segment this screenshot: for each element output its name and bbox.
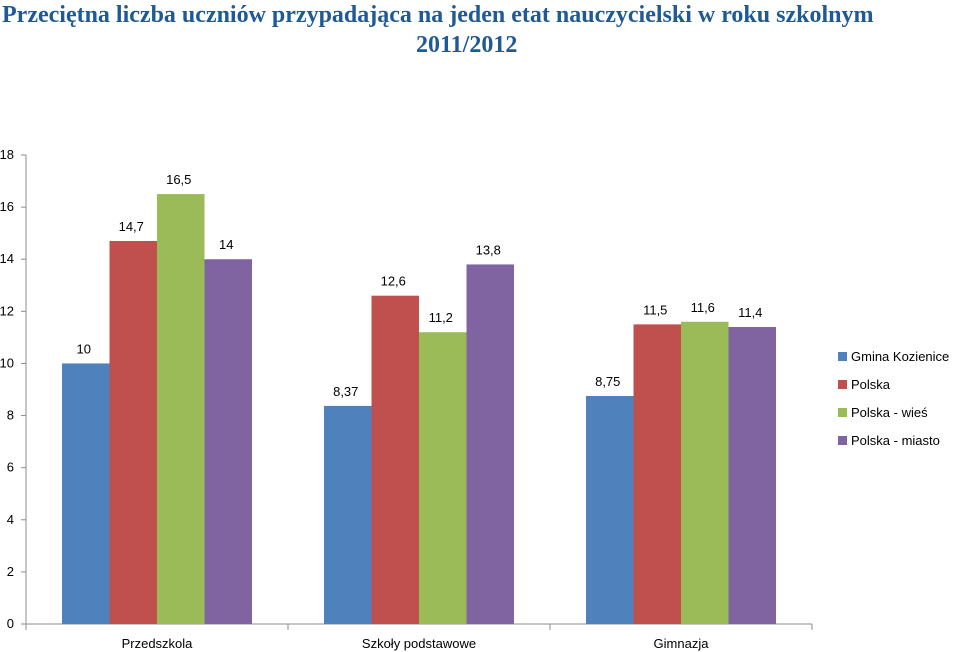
bar	[466, 264, 514, 624]
bar	[157, 194, 205, 625]
bar	[633, 324, 681, 624]
bar-data-label: 10	[77, 341, 91, 356]
chart-data-labels: 10 14,7 16,5 14 8,37 12,6 11,2 13,8 8,75 11,5 11,6…	[77, 172, 763, 399]
bar-data-label: 11,5	[643, 302, 667, 317]
y-tick-label: 4	[7, 512, 14, 527]
bar-data-label: 11,2	[429, 310, 453, 325]
bar-data-label: 8,75	[595, 374, 620, 389]
x-category-label: Gimnazja	[654, 636, 710, 651]
bar-data-label: 12,6	[381, 274, 406, 289]
bar	[419, 332, 467, 624]
y-tick-label: 0	[7, 616, 14, 631]
bar	[728, 326, 776, 624]
legend-label: Polska - wieś	[851, 405, 928, 420]
bar-data-label: 16,5	[166, 172, 191, 187]
bar-data-label: 11,6	[691, 300, 715, 315]
chart-title: Przeciętna liczba uczniów przypadająca n…	[0, 0, 960, 60]
chart-legend: Gmina Kozienice Polska Polska - wieś Polska…	[838, 349, 949, 448]
y-tick-label: 14	[0, 251, 14, 266]
chart-bars	[62, 194, 776, 625]
chart-title-line2: 2011/2012	[416, 32, 518, 58]
y-tick-label: 10	[0, 355, 14, 370]
chart-axes: 0 2 4 6 8 10 12 14 16 18 Przedszkola Szkoły podstaw…	[0, 147, 813, 651]
legend-swatch	[838, 408, 847, 417]
bar	[586, 396, 634, 624]
x-category-label: Szkoły podstawowe	[362, 636, 476, 651]
bar	[371, 295, 419, 624]
bar	[62, 363, 110, 624]
bar	[204, 259, 252, 624]
x-category-label: Przedszkola	[122, 636, 194, 651]
bar	[109, 240, 157, 624]
legend-swatch	[838, 380, 847, 389]
bar-data-label: 13,8	[476, 242, 501, 257]
legend-label: Gmina Kozienice	[851, 349, 949, 364]
y-tick-label: 16	[0, 199, 14, 214]
legend-label: Polska - miasto	[851, 433, 940, 448]
bar-data-label: 14	[219, 237, 233, 252]
y-tick-label: 2	[7, 564, 14, 579]
legend-swatch	[838, 352, 847, 361]
y-tick-label: 18	[0, 147, 14, 162]
chart-title-line1: Przeciętna liczba uczniów przypadająca n…	[2, 2, 874, 28]
legend-swatch	[838, 436, 847, 445]
bar-data-label: 14,7	[119, 219, 144, 234]
bar	[324, 405, 372, 624]
bar-data-label: 11,4	[738, 305, 762, 320]
y-tick-label: 12	[0, 303, 14, 318]
bar	[681, 321, 729, 624]
y-tick-label: 8	[7, 408, 14, 423]
legend-label: Polska	[851, 377, 891, 392]
y-tick-label: 6	[7, 460, 14, 475]
bar-data-label: 8,37	[333, 384, 358, 399]
